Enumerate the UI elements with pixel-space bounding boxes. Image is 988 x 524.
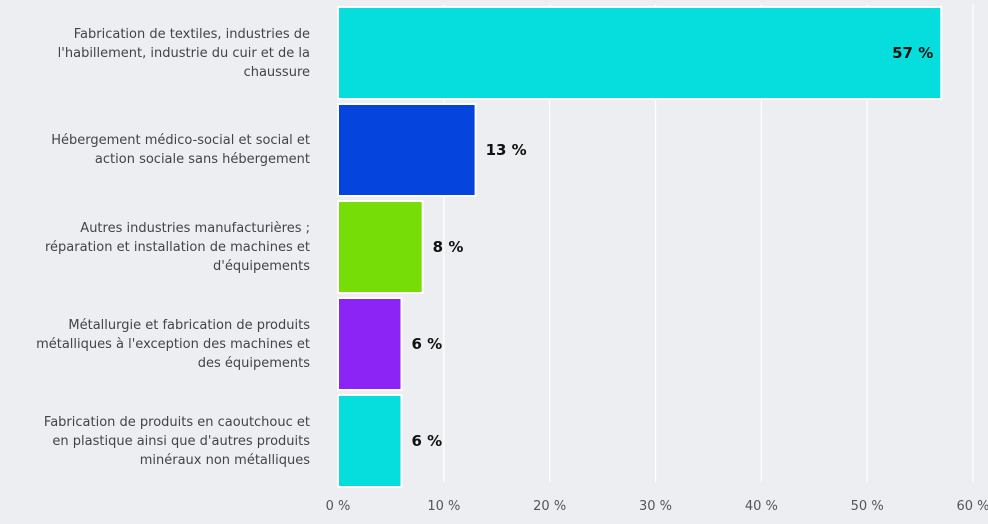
category-label: Hébergement médico-social et social et ac… [0,131,310,169]
x-tick-label: 50 % [851,499,884,514]
category-label: Fabrication de textiles, industries de l'… [0,25,310,82]
x-tick-label: 20 % [533,499,566,514]
category-label-line: chaussure [243,64,310,80]
category-label-line: réparation et installation de machines e… [44,239,310,255]
data-label: 6 % [412,432,443,450]
x-tick-label: 30 % [639,499,672,514]
data-label: 13 % [486,141,527,159]
bar [337,6,943,100]
category-label-line: minéraux non métalliques [139,452,310,468]
bar [337,103,477,197]
category-label-line: Hébergement médico-social et social et [51,133,310,148]
category-label: Métallurgie et fabrication de produits mé… [0,316,310,373]
x-tick-label: 0 % [326,499,351,514]
x-tick-label: 10 % [427,499,460,514]
category-label-line: d'équipements [213,258,310,274]
category-label-line: Fabrication de produits en caoutchouc et [43,414,310,430]
category-label-line: en plastique ainsi que d'autres produits [52,433,310,449]
data-label: 57 % [892,44,933,62]
category-label-line: action sociale sans hébergement [94,152,310,167]
bar [337,297,403,391]
x-tick-label: 60 % [956,499,988,514]
x-tick-label: 40 % [745,499,778,514]
category-label: Fabrication de produits en caoutchouc et… [0,413,310,470]
category-label-line: Fabrication de textiles, industries de [73,26,310,42]
category-label-line: Métallurgie et fabrication de produits [68,317,310,333]
category-label: Autres industries manufacturières ; répar… [0,219,310,276]
category-label-line: des équipements [197,355,310,371]
bar [337,200,424,294]
data-label: 8 % [433,238,464,256]
category-label-line: métalliques à l'exception des machines e… [36,336,310,352]
category-label-line: Autres industries manufacturières ; [80,220,310,236]
data-label: 6 % [412,335,443,353]
category-label-line: l'habillement, industrie du cuir et de l… [57,45,310,61]
bar [337,394,403,488]
